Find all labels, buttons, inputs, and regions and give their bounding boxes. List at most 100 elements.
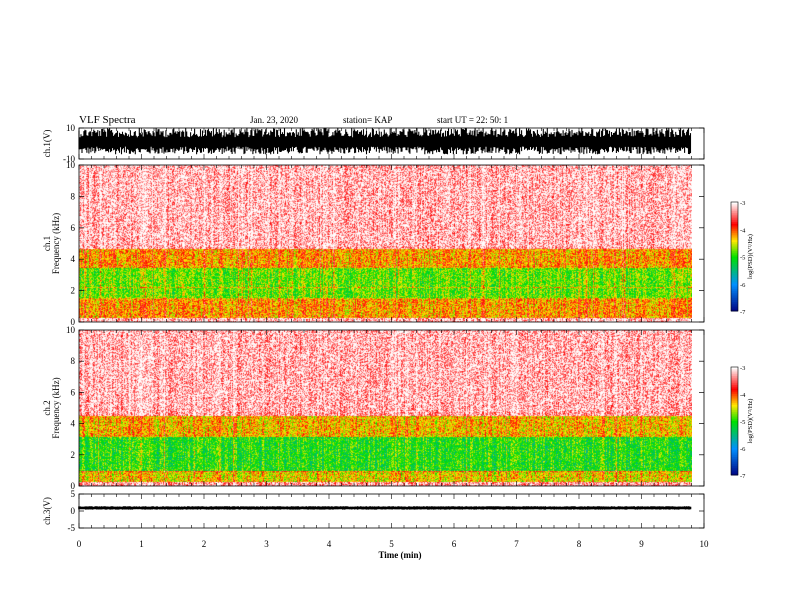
colorbar-swatch	[731, 274, 738, 277]
colorbar-swatch	[731, 428, 738, 431]
colorbar-swatch	[731, 234, 738, 238]
colorbar-swatch	[731, 294, 738, 297]
colorbar-swatch	[731, 202, 738, 205]
colorbar-swatch	[731, 269, 738, 272]
colorbar-swatch	[731, 431, 738, 435]
colorbar-swatch	[731, 422, 738, 426]
colorbar-swatch	[731, 446, 738, 449]
colorbar-swatch	[731, 466, 738, 469]
colorbar-swatch	[731, 367, 738, 370]
colorbar-swatch	[731, 412, 738, 415]
colorbar-swatch	[731, 410, 738, 413]
colorbar-swatch	[731, 289, 738, 292]
y-tick-label: 4	[71, 254, 76, 264]
colorbar-swatch	[731, 408, 738, 411]
colorbar-swatch	[731, 439, 738, 442]
colorbar-tick-label: -7	[740, 309, 746, 316]
ch2-spectrogram-panel: 0 2 4 6 8 10 ch.2 Frequency (kHz)	[42, 325, 705, 491]
x-tick-label: 6	[452, 539, 457, 549]
colorbar-swatch	[731, 419, 738, 422]
colorbar-swatch	[731, 240, 738, 243]
colorbar-swatch	[731, 207, 738, 210]
colorbar-swatch	[731, 370, 738, 373]
colorbar-swatch	[731, 205, 738, 208]
colorbar-swatch	[731, 467, 738, 471]
colorbar-swatch	[731, 394, 738, 397]
y-tick-label: 8	[71, 356, 76, 366]
colorbar-swatch	[731, 216, 738, 219]
colorbar-swatch	[731, 444, 738, 447]
colorbar-swatch	[731, 399, 738, 402]
colorbar-swatch	[731, 421, 738, 424]
colorbar-swatch	[731, 252, 738, 256]
colorbar-swatch	[731, 368, 738, 372]
colorbar-swatch	[731, 276, 738, 279]
colorbar-swatch	[731, 254, 738, 257]
colorbar-swatch	[731, 278, 738, 281]
colorbar-swatch	[731, 406, 738, 409]
ch2-colorbar: -3 -4 -5 -6 -7 log(PSD)(V²/Hz)	[730, 365, 754, 480]
colorbar-swatch	[731, 271, 738, 274]
colorbar-swatch	[731, 448, 738, 451]
y-tick-label: 10	[66, 123, 76, 133]
colorbar-tick-label: -4	[740, 227, 746, 234]
y-tick-label: 2	[71, 450, 76, 460]
colorbar-swatch	[731, 309, 738, 312]
colorbar-swatch	[731, 247, 738, 250]
colorbar-swatch	[731, 245, 738, 248]
x-tick-label: 7	[514, 539, 519, 549]
y-axis-label: ch.3(V)	[42, 497, 52, 525]
start-time-label: start UT = 22: 50: 1	[437, 115, 508, 125]
x-axis-label: Time (min)	[378, 550, 421, 560]
x-tick-label: 10	[700, 539, 710, 549]
colorbar-tick-label: -5	[740, 255, 745, 262]
colorbar-swatch	[731, 473, 738, 476]
colorbar-swatch	[731, 232, 738, 236]
colorbar-swatch	[731, 267, 738, 270]
colorbar-swatch	[731, 256, 738, 259]
colorbar-swatch	[731, 298, 738, 301]
colorbar-swatch	[731, 225, 738, 228]
x-tick-label: 2	[202, 539, 207, 549]
colorbar-swatch	[731, 285, 738, 288]
colorbar-swatch	[731, 403, 738, 406]
colorbar-swatch	[731, 249, 738, 252]
colorbar-swatch	[731, 433, 738, 436]
y-axis-label: ch.1(V)	[42, 130, 52, 158]
x-tick-label: 3	[264, 539, 269, 549]
colorbar-swatch	[731, 377, 738, 381]
colorbar-swatch	[731, 251, 738, 254]
colorbar-swatch	[731, 265, 738, 268]
colorbar-swatch	[731, 457, 738, 460]
colorbar-swatch	[731, 440, 738, 444]
colorbar-swatch	[731, 211, 738, 214]
colorbar-swatch	[731, 385, 738, 388]
colorbar-swatch	[731, 437, 738, 440]
colorbar-swatch	[731, 392, 738, 395]
colorbar-tick-label: -6	[740, 446, 746, 453]
x-tick-label: 9	[639, 539, 644, 549]
colorbar-label: log(PSD)(V²/Hz)	[747, 234, 754, 279]
colorbar-swatch	[731, 435, 738, 438]
figure-title: VLF Spectra	[79, 114, 136, 126]
colorbar-swatch	[731, 383, 738, 386]
colorbar-swatch	[731, 458, 738, 462]
colorbar-swatch	[731, 220, 738, 223]
colorbar-swatch	[731, 453, 738, 456]
x-tick-label: 8	[577, 539, 582, 549]
colorbar-swatch	[731, 413, 738, 417]
colorbar-swatch	[731, 386, 738, 390]
y-tick-label: 10	[66, 160, 76, 170]
panel-frame	[78, 493, 705, 529]
colorbar-swatch	[731, 231, 738, 234]
y-axis-label: ch.1	[42, 236, 52, 251]
colorbar-swatch	[731, 442, 738, 445]
y-tick-label: -5	[68, 523, 76, 533]
colorbar-swatch	[731, 301, 738, 305]
colorbar-swatch	[731, 280, 738, 283]
time-axis: 0 1 2 3 4 5 6 7 8 9 10	[77, 539, 709, 549]
y-tick-label: 6	[71, 387, 76, 397]
colorbar-swatch	[731, 218, 738, 221]
colorbar-swatch	[731, 300, 738, 303]
